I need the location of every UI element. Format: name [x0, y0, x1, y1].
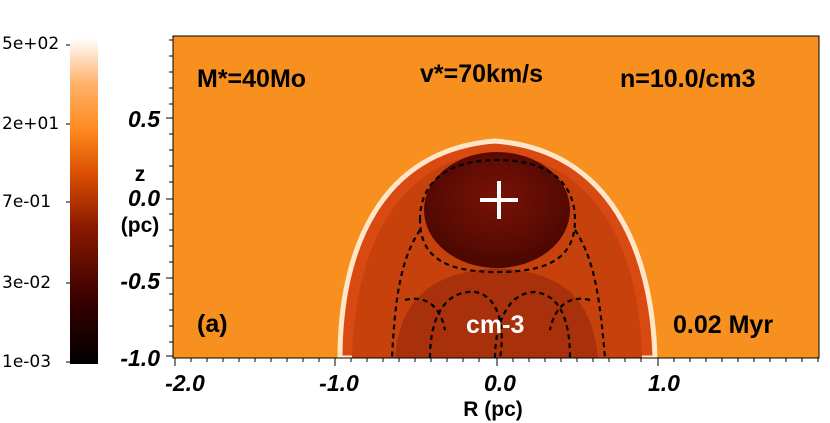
velocity-label: v*=70km/s — [420, 60, 543, 88]
x-tick-label: 1.0 — [648, 370, 680, 396]
x-tick-label: -2.0 — [165, 370, 205, 396]
plot-frame — [172, 35, 820, 359]
y-tick-label: -0.5 — [120, 268, 161, 294]
colorbar-tick-label: 1e-03 — [2, 352, 52, 372]
y-tick-label: 0.5 — [128, 106, 161, 132]
y-axis-label-bottom: (pc) — [121, 214, 160, 237]
time-label: 0.02 Myr — [673, 311, 773, 339]
colorbar-tick-label: 2e+01 — [2, 114, 60, 134]
colorbar-tick-label: 7e-01 — [2, 192, 52, 212]
x-tick-label: 0.0 — [484, 370, 516, 396]
unit-label: cm-3 — [466, 311, 524, 339]
panel-id: (a) — [197, 310, 228, 338]
mass-label: M*=40Mo — [197, 65, 306, 93]
colorbar-ticks — [66, 44, 70, 363]
colorbar-tick-label: 3e-02 — [2, 273, 52, 293]
y-tick-label: 0.0 — [128, 185, 160, 211]
density-label: n=10.0/cm3 — [620, 65, 756, 93]
wake-region — [395, 268, 598, 358]
x-tick-label: -1.0 — [319, 370, 359, 396]
x-axis-ticks — [174, 358, 819, 366]
colorbar — [70, 38, 98, 364]
y-tick-label: -1.0 — [120, 345, 160, 371]
density-contours — [390, 158, 607, 358]
y-axis-ticks — [166, 39, 173, 357]
star-marker-icon — [480, 181, 518, 219]
y-axis-label-top: z — [135, 163, 146, 186]
x-axis-label: R (pc) — [463, 398, 523, 421]
colorbar-tick-label: 5e+02 — [2, 34, 60, 54]
